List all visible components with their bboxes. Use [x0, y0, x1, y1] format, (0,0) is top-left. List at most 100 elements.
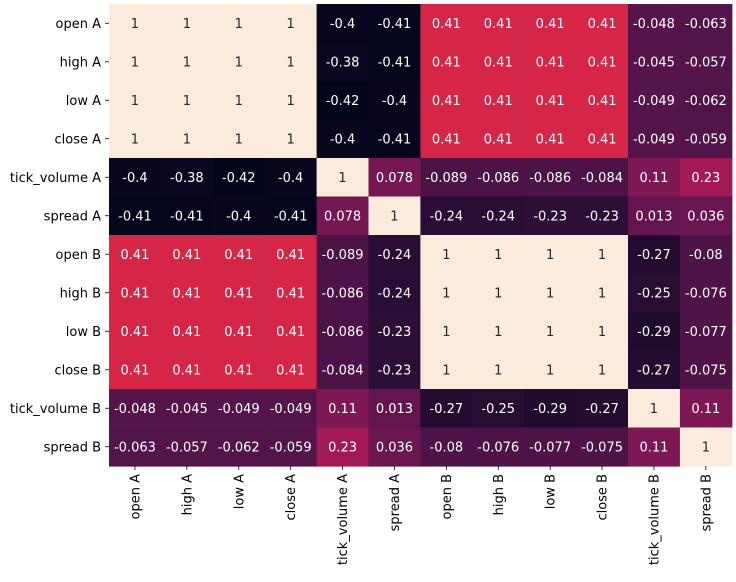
heatmap-cell — [212, 312, 266, 352]
cell-value-label: -0.084 — [581, 171, 623, 186]
heatmap-cell — [628, 350, 681, 390]
cell-value-label: -0.4 — [122, 171, 147, 186]
heatmap-cell — [420, 427, 473, 467]
heatmap-cell — [472, 389, 525, 429]
x-tick-label: close A — [284, 474, 299, 521]
cell-value-label: -0.27 — [430, 402, 464, 417]
cell-value-label: 0.41 — [120, 363, 149, 378]
heatmap-cell — [576, 81, 629, 121]
cell-value-label: 0.41 — [224, 248, 253, 263]
heatmap-cell — [264, 389, 318, 429]
cell-value-label: 1 — [235, 55, 243, 70]
cell-value-label: -0.08 — [689, 248, 723, 263]
cell-value-label: -0.4 — [330, 17, 355, 32]
heatmap-cell — [679, 119, 733, 159]
cell-value-label: 0.41 — [276, 325, 305, 340]
heatmap-cell — [212, 350, 266, 390]
heatmap-cell — [576, 389, 629, 429]
cell-value-label: 0.41 — [536, 132, 565, 147]
cell-value-label: 0.41 — [536, 17, 565, 32]
cell-value-label: 0.41 — [536, 55, 565, 70]
cell-value-label: -0.086 — [529, 171, 571, 186]
heatmap-cell — [628, 119, 681, 159]
x-tick-label: open B — [440, 474, 455, 520]
heatmap-cell — [109, 81, 162, 121]
cell-value-label: 1 — [598, 363, 606, 378]
cell-value-label: 1 — [131, 17, 139, 32]
cell-value-label: -0.089 — [425, 171, 467, 186]
cell-value-label: -0.086 — [322, 286, 364, 301]
cell-value-label: -0.4 — [226, 209, 251, 224]
heatmap-cell — [679, 196, 733, 236]
x-tick-label: spread A — [388, 474, 403, 531]
heatmap-cell — [524, 81, 577, 121]
heatmap-cell — [160, 4, 214, 44]
cell-value-label: 0.41 — [172, 363, 201, 378]
x-tick-label: spread B — [699, 474, 714, 531]
heatmap-cell — [472, 158, 525, 198]
cell-value-label: -0.24 — [378, 248, 412, 263]
cell-value-label: -0.25 — [637, 286, 671, 301]
cell-value-label: 1 — [546, 248, 554, 263]
cell-value-label: 0.11 — [639, 440, 668, 455]
heatmap-cell — [109, 4, 162, 44]
cell-value-label: 1 — [598, 286, 606, 301]
heatmap-cell — [576, 4, 629, 44]
y-tick-label: open B — [56, 248, 102, 263]
heatmap-cell — [212, 427, 266, 467]
cell-value-label: 0.11 — [639, 171, 668, 186]
heatmap-cell — [628, 81, 681, 121]
cell-value-label: 0.078 — [324, 209, 361, 224]
cell-value-label: -0.27 — [637, 248, 671, 263]
heatmap-cell — [472, 119, 525, 159]
heatmap-cell — [160, 350, 214, 390]
cell-value-label: -0.41 — [274, 209, 308, 224]
y-tick-label: high A — [60, 55, 101, 70]
cell-value-label: -0.08 — [430, 440, 464, 455]
heatmap-cell — [316, 235, 370, 275]
cell-value-label: 0.41 — [484, 55, 513, 70]
heatmap-cell — [160, 119, 214, 159]
heatmap-cell — [420, 389, 473, 429]
y-tick-label: close A — [54, 132, 101, 147]
cell-value-label: -0.057 — [166, 440, 208, 455]
heatmap-cell — [524, 4, 577, 44]
cell-value-label: -0.42 — [326, 94, 360, 109]
heatmap-cell — [524, 389, 577, 429]
cell-value-label: -0.089 — [322, 248, 364, 263]
cell-value-label: -0.086 — [477, 171, 519, 186]
cell-value-label: -0.086 — [322, 325, 364, 340]
y-tick-label: spread A — [44, 209, 101, 224]
y-tick-label: spread B — [44, 440, 101, 455]
heatmap-cell — [109, 158, 162, 198]
heatmap-cell — [472, 273, 525, 313]
cell-value-label: 1 — [338, 171, 346, 186]
cell-value-label: -0.057 — [685, 55, 727, 70]
heatmap-cell — [368, 235, 421, 275]
heatmap-cell — [316, 158, 370, 198]
cell-value-label: 0.41 — [276, 248, 305, 263]
cell-value-label: 1 — [287, 55, 295, 70]
cell-value-label: 0.41 — [588, 55, 617, 70]
x-tick-label: high B — [492, 474, 507, 515]
cell-value-label: -0.4 — [382, 94, 407, 109]
heatmap-cell — [420, 42, 473, 82]
cell-value-label: 0.41 — [484, 17, 513, 32]
heatmap-cell — [420, 350, 473, 390]
heatmap-cell — [679, 158, 733, 198]
cell-value-label: -0.41 — [170, 209, 204, 224]
cell-value-label: -0.23 — [585, 209, 619, 224]
heatmap-cell — [679, 389, 733, 429]
heatmap-cell — [524, 119, 577, 159]
x-axis: open A high A low A close A tick_volume A spr… — [128, 466, 714, 565]
cell-value-label: 1 — [494, 248, 502, 263]
heatmap-cell — [109, 119, 162, 159]
cell-value-label: -0.049 — [633, 94, 675, 109]
cell-value-label: -0.41 — [378, 132, 412, 147]
x-tick-label: low A — [232, 474, 247, 509]
cell-value-label: 1 — [131, 55, 139, 70]
cell-value-label: 0.41 — [172, 325, 201, 340]
cell-value-label: 0.41 — [172, 248, 201, 263]
cell-value-label: 1 — [131, 132, 139, 147]
heatmap-cell — [368, 119, 421, 159]
